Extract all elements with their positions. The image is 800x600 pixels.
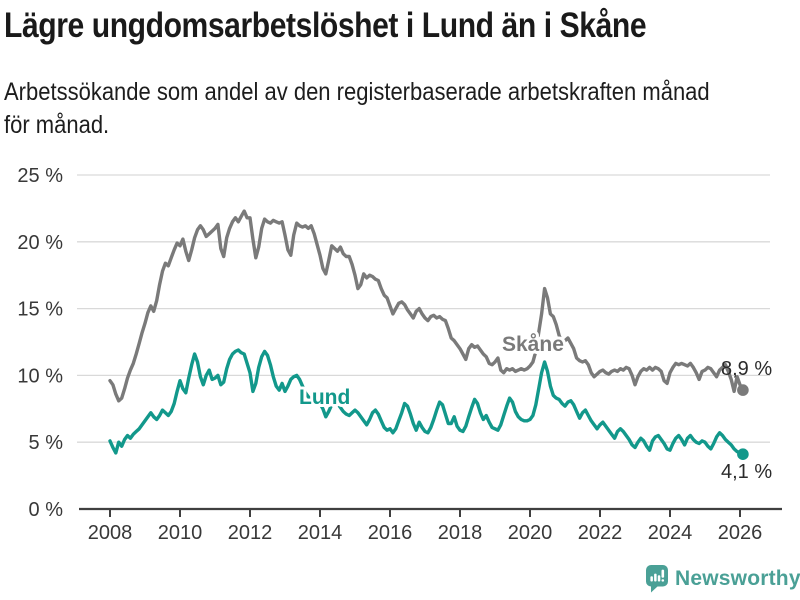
x-tick-label: 2024 (648, 522, 693, 544)
series-line-lund (108, 348, 745, 456)
x-tick-label: 2016 (368, 522, 413, 544)
y-tick-label: 0 % (29, 499, 64, 521)
y-tick-label: 15 % (17, 299, 63, 321)
y-tick-label: 10 % (17, 365, 63, 387)
bar-chart-speech-bubble-icon (646, 565, 668, 593)
subtitle-line-2: för månad. (4, 111, 110, 139)
x-tick-label: 2014 (298, 522, 343, 544)
x-tick-label: 2010 (158, 522, 203, 544)
x-tick-label: 2012 (228, 522, 273, 544)
unemployment-line-chart: 0 % 5 % 10 % 15 % 20 % 25 % 2008 2010 2012 2014 20… (17, 165, 782, 544)
x-tick-label: 2018 (438, 522, 483, 544)
chart-subtitle: Arbetssökande som andel av den registerb… (4, 76, 710, 142)
page-title: Lägre ungdomsarbetslöshet i Lund än i Sk… (4, 6, 647, 45)
series-label-lund: Lund (299, 386, 350, 409)
series-label-skane: Skåne (502, 333, 564, 356)
x-tick-label: 2008 (88, 522, 133, 544)
subtitle-line-1: Arbetssökande som andel av den registerb… (4, 78, 710, 106)
end-value-label-skane: 8,9 % (721, 358, 772, 380)
newsworthy-logo[interactable]: Newsworthy (646, 565, 800, 593)
x-tick-label: 2026 (718, 522, 763, 544)
series-end-dot-skane (737, 384, 749, 396)
x-tick-label: 2020 (508, 522, 553, 544)
series-line-skane (108, 209, 745, 403)
x-tick-label: 2022 (578, 522, 623, 544)
y-tick-label: 5 % (29, 432, 64, 454)
logo-text: Newsworthy (675, 567, 800, 590)
y-tick-label: 25 % (17, 165, 63, 187)
y-tick-label: 20 % (17, 232, 63, 254)
series-end-dot-lund (737, 448, 749, 461)
end-value-label-lund: 4,1 % (721, 461, 772, 483)
